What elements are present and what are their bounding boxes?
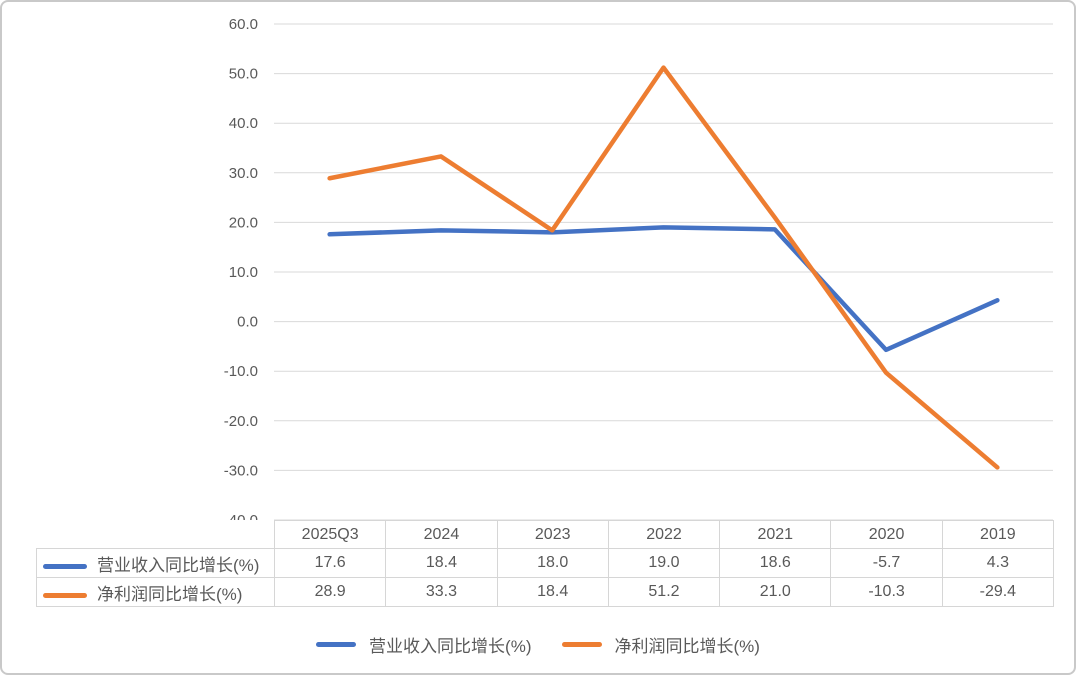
line-chart-plot-area: 60.0 50.0 40.0 30.0 20.0 10.0 0.0 -10.0 -20.0 -30… <box>224 16 1053 520</box>
y-axis-tick-label: -10.0 <box>224 363 258 380</box>
y-axis-tick-label: 20.0 <box>229 214 258 231</box>
table-series-label: 营业收入同比增长(%) <box>36 548 275 578</box>
table-value: 51.2 <box>607 577 721 607</box>
table-year-header: 2022 <box>607 520 721 549</box>
y-axis-tick-label: 10.0 <box>229 264 258 281</box>
table-corner-blank <box>37 521 275 549</box>
table-value: 18.4 <box>496 577 609 607</box>
legend-item-0: 营业收入同比增长(%) <box>316 632 532 657</box>
table-year-header: 2019 <box>941 520 1055 549</box>
table-year-header: 2023 <box>496 520 609 549</box>
table-year-header: 2025Q3 <box>273 520 387 549</box>
table-value: 19.0 <box>607 548 721 578</box>
y-axis-tick-label: -30.0 <box>224 462 258 479</box>
table-value: -5.7 <box>830 548 943 578</box>
table-value: 21.0 <box>719 577 832 607</box>
table-value: 18.4 <box>385 548 498 578</box>
table-value: -10.3 <box>830 577 943 607</box>
y-axis-tick-label: 60.0 <box>229 16 258 33</box>
table-value: 17.6 <box>273 548 387 578</box>
table-value: 33.3 <box>385 577 498 607</box>
y-axis-tick-label: 50.0 <box>229 66 258 83</box>
series-key-line-icon <box>43 563 87 569</box>
table-year-header: 2020 <box>830 520 943 549</box>
chart-legend: 营业收入同比增长(%) 净利润同比增长(%) <box>2 626 1074 662</box>
y-axis-tick-label: -20.0 <box>224 413 258 430</box>
table-value: 4.3 <box>941 548 1055 578</box>
table-year-header: 2024 <box>385 520 498 549</box>
y-axis-tick-label: 40.0 <box>229 115 258 132</box>
legend-label: 净利润同比增长(%) <box>614 636 760 656</box>
series-name: 净利润同比增长(%) <box>97 584 243 604</box>
legend-swatch-line-icon <box>316 641 357 647</box>
y-axis-tick-label: -40.0 <box>224 512 258 520</box>
series-name: 营业收入同比增长(%) <box>97 555 260 575</box>
series-key-line-icon <box>43 592 87 598</box>
table-value: 28.9 <box>273 577 387 607</box>
series-line-1 <box>327 65 1000 470</box>
series-line-0 <box>327 225 1000 353</box>
legend-label: 营业收入同比增长(%) <box>369 636 532 656</box>
table-series-label: 净利润同比增长(%) <box>36 577 275 607</box>
table-year-header: 2021 <box>719 520 832 549</box>
y-axis-tick-label: 0.0 <box>237 314 258 331</box>
table-value: 18.6 <box>719 548 832 578</box>
legend-item-1: 净利润同比增长(%) <box>561 632 760 657</box>
legend-swatch-line-icon <box>561 641 602 647</box>
table-value: -29.4 <box>941 577 1055 607</box>
chart-data-table: 2025Q3 2024 2023 2022 2021 2020 2019 营业收入同比增长(%… <box>36 520 1055 607</box>
table-value: 18.0 <box>496 548 609 578</box>
y-axis-tick-label: 30.0 <box>229 165 258 182</box>
